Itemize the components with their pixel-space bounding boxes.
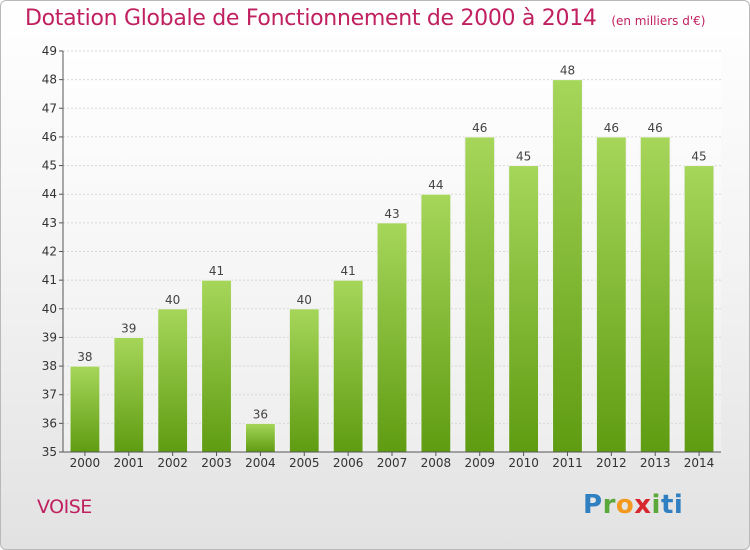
bar xyxy=(464,136,496,453)
bar xyxy=(376,222,408,453)
data-label: 46 xyxy=(648,121,663,135)
y-tick-label: 49 xyxy=(42,44,57,58)
data-label: 44 xyxy=(428,178,443,192)
data-label: 40 xyxy=(297,293,312,307)
x-tick-label: 2011 xyxy=(552,456,583,470)
data-label: 46 xyxy=(472,121,487,135)
data-label: 41 xyxy=(340,264,355,278)
x-tick-label: 2010 xyxy=(508,456,539,470)
chart-title-text: Dotation Globale de Fonctionnement de 20… xyxy=(25,6,597,31)
x-tick-label: 2005 xyxy=(289,456,320,470)
bar xyxy=(639,136,671,453)
bar xyxy=(288,308,320,453)
bar xyxy=(113,336,145,453)
y-tick-label: 48 xyxy=(42,73,57,87)
data-label: 39 xyxy=(121,321,136,335)
bar xyxy=(420,193,452,453)
y-tick-label: 41 xyxy=(42,273,57,287)
bar xyxy=(552,79,583,453)
bars: 38 39 40 41 36 40 41 43 44 46 45 48 46 46 45 xyxy=(69,64,715,453)
logo-letter: o xyxy=(615,490,635,520)
logo-letter: ti xyxy=(660,490,684,520)
y-tick-label: 40 xyxy=(42,302,57,316)
y-tick-label: 39 xyxy=(42,330,57,344)
logo-letter: x xyxy=(634,490,652,520)
data-label: 38 xyxy=(77,350,92,364)
data-label: 46 xyxy=(604,121,619,135)
chart-title: Dotation Globale de Fonctionnement de 20… xyxy=(25,6,705,31)
bar xyxy=(244,422,276,453)
x-tick-label: 2014 xyxy=(684,456,715,470)
chart-unit: (en milliers d'€) xyxy=(611,14,706,28)
axes: 35 36 37 38 39 40 41 42 43 44 45 46 47 48 49 2000 2001 20… xyxy=(42,44,721,470)
data-label: 45 xyxy=(691,150,706,164)
bar xyxy=(595,136,627,453)
y-tick-label: 47 xyxy=(42,101,57,115)
bar xyxy=(201,279,232,453)
bar xyxy=(332,279,364,453)
x-tick-label: 2007 xyxy=(377,456,408,470)
bar xyxy=(683,165,715,453)
proxiti-logo: Proxiti xyxy=(583,490,683,520)
data-label: 41 xyxy=(209,264,224,278)
commune-name: VOISE xyxy=(37,496,92,518)
logo-letter: r xyxy=(602,490,616,520)
y-tick-label: 42 xyxy=(42,245,57,259)
bar xyxy=(508,165,540,453)
x-tick-label: 2008 xyxy=(421,456,452,470)
y-tick-label: 45 xyxy=(42,159,57,173)
y-tick-label: 46 xyxy=(42,130,57,144)
y-tick-label: 36 xyxy=(42,416,57,430)
bar xyxy=(157,308,189,453)
y-tick-label: 38 xyxy=(42,359,57,373)
data-label: 40 xyxy=(165,293,180,307)
x-tick-label: 2009 xyxy=(464,456,495,470)
x-tick-label: 2001 xyxy=(114,456,145,470)
data-label: 45 xyxy=(516,150,531,164)
data-label: 43 xyxy=(384,207,399,221)
x-tick-label: 2002 xyxy=(157,456,188,470)
logo-letter: i xyxy=(651,490,661,520)
x-tick-label: 2006 xyxy=(333,456,364,470)
x-tick-label: 2003 xyxy=(201,456,232,470)
x-tick-label: 2012 xyxy=(596,456,627,470)
data-label: 48 xyxy=(560,64,575,78)
x-tick-label: 2004 xyxy=(245,456,276,470)
y-tick-label: 37 xyxy=(42,388,57,402)
x-tick-label: 2013 xyxy=(640,456,671,470)
data-label: 36 xyxy=(253,407,268,421)
y-tick-label: 44 xyxy=(42,187,57,201)
bar xyxy=(69,365,101,453)
y-tick-label: 35 xyxy=(42,445,57,459)
logo-letter: P xyxy=(583,490,603,520)
y-tick-label: 43 xyxy=(42,216,57,230)
x-tick-label: 2000 xyxy=(70,456,101,470)
